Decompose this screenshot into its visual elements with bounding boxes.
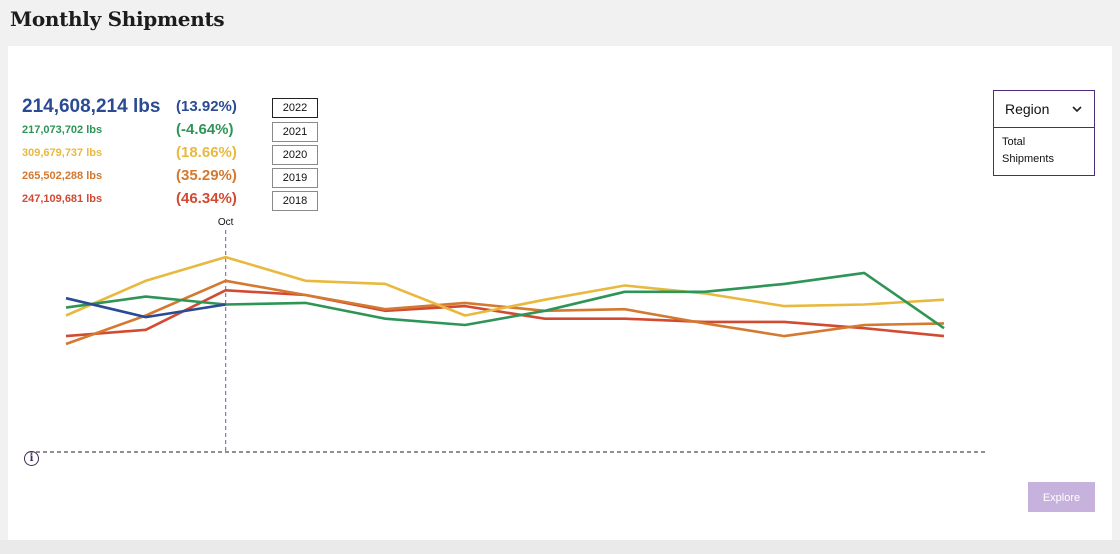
info-icon[interactable]: i (24, 451, 39, 466)
series-group (65, 255, 945, 346)
chart-card: 214,608,214 lbs (13.92%) 2022 217,073,70… (8, 46, 1112, 540)
series-line-2020 (65, 255, 945, 317)
stat-change-2018: (46.34%) (176, 190, 237, 207)
stat-change-2021: (-4.64%) (176, 121, 234, 138)
stat-value-2018: 247,109,681 lbs (22, 193, 103, 205)
stat-value-2020: 309,679,737 lbs (22, 147, 103, 159)
chevron-down-icon (1072, 105, 1082, 113)
region-label: Region (1005, 101, 1050, 117)
year-button-2020[interactable]: 2020 (272, 145, 318, 165)
year-button-2019[interactable]: 2019 (272, 168, 318, 188)
stat-value-2022: 214,608,214 lbs (22, 96, 161, 117)
region-dropdown[interactable]: Region Total Shipments (993, 90, 1095, 176)
stat-change-2019: (35.29%) (176, 167, 237, 184)
explore-button[interactable]: Explore (1028, 482, 1095, 512)
bottom-strip (0, 540, 1120, 554)
stat-value-2019: 265,502,288 lbs (22, 170, 103, 182)
stat-change-2020: (18.66%) (176, 144, 237, 161)
hover-label: Oct (218, 217, 234, 228)
region-select[interactable]: Region (994, 91, 1094, 128)
line-chart: Oct (29, 217, 988, 453)
series-line-2022 (65, 296, 226, 319)
page-title: Monthly Shipments (10, 7, 225, 31)
year-button-2018[interactable]: 2018 (272, 191, 318, 211)
stat-change-2022: (13.92%) (176, 98, 237, 115)
series-line-2018 (65, 289, 945, 338)
year-button-2022[interactable]: 2022 (272, 98, 318, 118)
year-button-2021[interactable]: 2021 (272, 122, 318, 142)
stat-value-2021: 217,073,702 lbs (22, 124, 103, 136)
region-option-total-shipments[interactable]: Total Shipments (1002, 136, 1054, 165)
series-line-2021 (65, 271, 945, 330)
